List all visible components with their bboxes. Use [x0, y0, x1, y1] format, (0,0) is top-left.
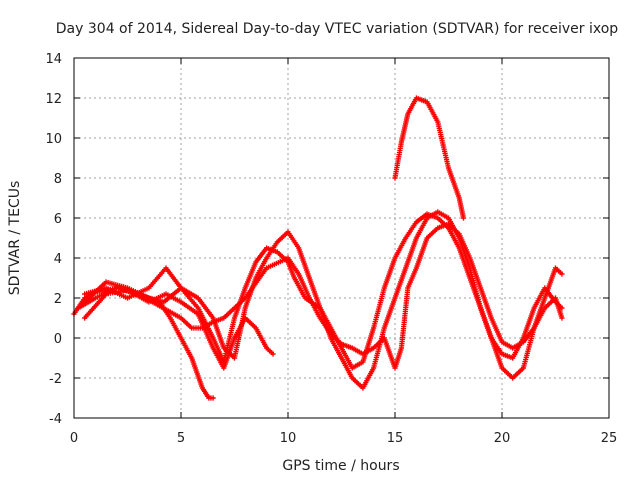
x-tick-label: 25: [601, 431, 618, 446]
series-track-5: [75, 221, 565, 371]
y-tick-label: 8: [54, 172, 62, 187]
x-tick-label: 15: [387, 431, 404, 446]
x-axis-label: GPS time / hours: [282, 458, 399, 474]
chart-title: Day 304 of 2014, Sidereal Day-to-day VTE…: [56, 21, 619, 37]
grid: [74, 58, 609, 418]
x-tick-label: 0: [70, 431, 78, 446]
y-tick-label: 12: [45, 92, 62, 107]
data-point: [210, 395, 216, 401]
y-tick-label: 14: [45, 52, 62, 67]
y-tick-label: 0: [54, 332, 62, 347]
x-tick-label: 5: [177, 431, 185, 446]
data-points: [71, 95, 565, 401]
x-tick-label: 20: [494, 431, 511, 446]
y-tick-label: 2: [54, 292, 62, 307]
data-point: [270, 351, 276, 357]
x-tick-label: 10: [280, 431, 297, 446]
y-tick-label: -2: [49, 372, 62, 387]
data-point: [460, 215, 467, 221]
data-point: [559, 315, 565, 321]
axis-ticks: 0 5 10 15 20 25 -4 -2 0 2 4 6 8 10 12 14: [45, 52, 617, 446]
y-tick-label: 4: [54, 252, 62, 267]
series-track-6: [392, 95, 467, 221]
series-track-4: [82, 287, 276, 371]
data-point: [559, 271, 565, 277]
y-tick-label: 10: [45, 132, 62, 147]
series-track-3: [82, 209, 565, 391]
plot-frame: [73, 57, 610, 419]
y-tick-label: 6: [54, 212, 62, 227]
y-tick-label: -4: [49, 412, 62, 427]
series-track-1: [71, 285, 216, 401]
y-axis-label: SDTVAR / TECUs: [7, 181, 23, 296]
